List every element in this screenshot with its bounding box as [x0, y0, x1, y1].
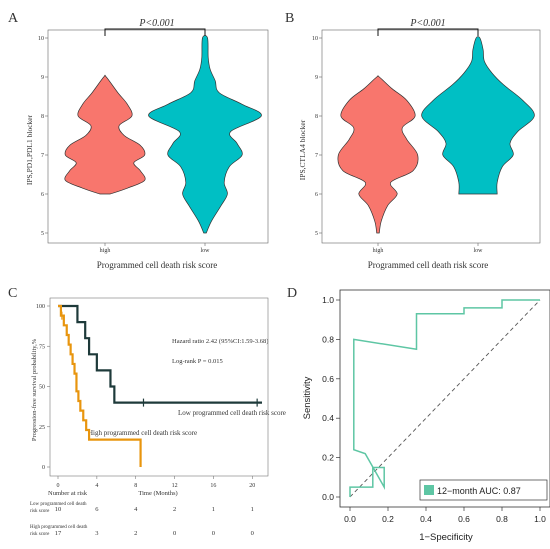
- significance-bracket: [104, 28, 206, 36]
- y-tick-label: 0.0: [322, 492, 334, 502]
- risk-row-label-low-2: risk score: [30, 509, 50, 514]
- violin-low: [421, 36, 535, 195]
- x-tick-label: 20: [249, 483, 255, 489]
- y-tick-a: 9: [41, 75, 44, 81]
- violin-low: [148, 35, 262, 234]
- y-tick-b: 7: [315, 153, 318, 159]
- y-tick-a: 6: [41, 192, 44, 198]
- series-label-high: High programmed cell death risk score: [88, 429, 197, 437]
- km-curve-low: [58, 304, 262, 404]
- violin-panel-a: P<0.001 IPS,PD1,PDL1 blocker Programmed …: [25, 18, 269, 270]
- x-tick-label: 0.4: [420, 514, 432, 524]
- risk-count: 0: [251, 530, 254, 537]
- panel-label-d: D: [287, 286, 297, 301]
- x-tick-label: 0.8: [496, 514, 508, 524]
- risk-count: 0: [212, 530, 215, 537]
- x-tick-low-b: low: [474, 248, 484, 254]
- x-tick-high-b: high: [373, 248, 384, 254]
- y-tick-b: 5: [315, 231, 318, 237]
- y-tick-label: 0: [42, 465, 45, 471]
- risk-count: 10: [55, 506, 62, 513]
- y-tick-label: 0.6: [322, 374, 334, 384]
- km-panel-c: Progression-free survival probability,% …: [30, 297, 286, 537]
- plot-frame: [321, 29, 541, 244]
- y-axis-label-c: Progression-free survival probability,%: [31, 338, 38, 441]
- panel-label-b: B: [285, 11, 294, 26]
- y-tick-label: 0.8: [322, 334, 334, 344]
- x-tick-low-a: low: [201, 248, 211, 254]
- y-tick-a: 10: [38, 36, 44, 42]
- y-tick-b: 10: [312, 36, 318, 42]
- y-axis-label-d: Sensitivity: [302, 376, 313, 419]
- risk-count: 4: [134, 506, 138, 513]
- y-tick-label: 50: [39, 385, 45, 391]
- risk-row-label-high-2: risk score: [30, 532, 50, 537]
- plot-frame: [47, 29, 269, 244]
- risk-count: 3: [95, 530, 98, 537]
- x-axis-label-d: 1−Specificity: [419, 532, 473, 543]
- violin-panel-b: P<0.001 IPS,CTLA4 blocker Programmed cel…: [298, 18, 541, 270]
- risk-count: 6: [95, 506, 99, 513]
- roc-curve: [349, 299, 540, 497]
- reference-diagonal: [349, 299, 541, 498]
- significance-bracket: [377, 28, 479, 36]
- risk-count: 1: [212, 506, 215, 513]
- legend-box: [419, 479, 548, 501]
- x-tick-label: 0: [57, 483, 60, 489]
- risk-table-title: Number at risk: [48, 490, 88, 497]
- y-tick-b: 9: [315, 75, 318, 81]
- plot-frame: [49, 297, 269, 477]
- y-tick-label: 0.2: [322, 453, 334, 463]
- y-tick-label: 0.4: [322, 413, 334, 423]
- y-tick-label: 75: [39, 344, 45, 350]
- risk-row-label-high-1: High programmed cell death: [30, 525, 88, 530]
- annotation-pvalue-a: P<0.001: [138, 18, 174, 29]
- plot-frame: [339, 289, 550, 508]
- x-axis-label-a: Programmed cell death risk score: [97, 260, 217, 270]
- logrank-annotation: Log-rank P = 0.015: [172, 358, 223, 365]
- y-tick-a: 7: [41, 153, 44, 159]
- y-axis-label-b: IPS,CTLA4 blocker: [298, 119, 307, 180]
- series-label-low: Low programmed cell death risk score: [178, 409, 286, 417]
- roc-panel-d: Sensitivity 1−Specificity 0.0 0.2 0.4 0.6 0.…: [302, 289, 550, 543]
- x-tick-label: 12: [172, 483, 178, 489]
- x-axis-label-c: Time (Months): [138, 490, 177, 497]
- risk-row-label-low-1: Low programmed cell death: [30, 502, 87, 507]
- risk-count: 0: [173, 530, 176, 537]
- risk-count: 17: [55, 530, 62, 537]
- x-tick-label: 1.0: [534, 514, 546, 524]
- y-tick-b: 8: [315, 114, 318, 120]
- panel-label-c: C: [8, 286, 17, 301]
- y-tick-b: 6: [315, 192, 318, 198]
- x-tick-label: 8: [134, 483, 137, 489]
- risk-count: 2: [173, 506, 176, 513]
- hazard-ratio-annotation: Hazard ratio 2.42 (95%CI:1.59-3.68): [172, 338, 268, 345]
- x-tick-high-a: high: [100, 248, 111, 254]
- x-tick-label: 0.2: [382, 514, 394, 524]
- x-tick-label: 16: [210, 483, 216, 489]
- x-axis-label-b: Programmed cell death risk score: [368, 260, 488, 270]
- x-tick-label: 0.0: [344, 514, 356, 524]
- panel-label-a: A: [8, 11, 19, 26]
- y-tick-a: 8: [41, 114, 44, 120]
- annotation-pvalue-b: P<0.001: [409, 18, 445, 29]
- y-axis-label-a: IPS,PD1,PDL1 blocker: [25, 114, 34, 185]
- y-tick-label: 100: [36, 304, 45, 310]
- legend-swatch: [424, 485, 434, 495]
- violin-high: [64, 74, 146, 195]
- risk-count: 2: [134, 530, 137, 537]
- violin-high: [337, 75, 419, 234]
- km-curve-high: [58, 304, 142, 467]
- y-tick-label: 1.0: [322, 295, 334, 305]
- risk-count: 1: [251, 506, 254, 513]
- y-tick-label: 25: [39, 425, 45, 431]
- x-tick-label: 0.6: [458, 514, 470, 524]
- y-tick-a: 5: [41, 231, 44, 237]
- x-tick-label: 4: [95, 483, 98, 489]
- legend-label: 12−month AUC: 0.87: [437, 486, 521, 496]
